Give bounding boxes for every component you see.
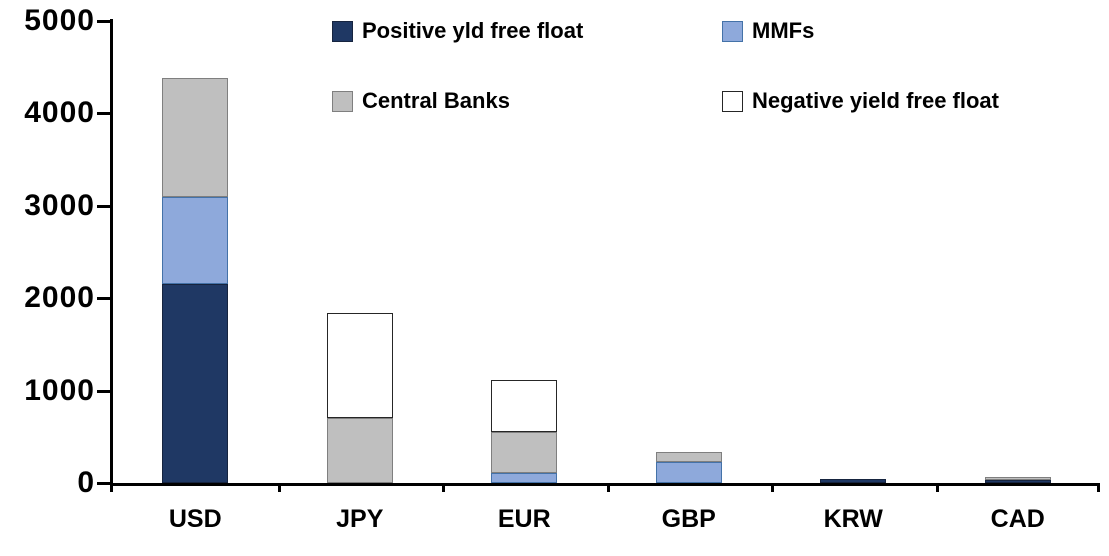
y-tick-label: 5000 bbox=[24, 4, 95, 37]
legend-swatch-positive-yld-free-float bbox=[332, 20, 353, 42]
bar-segment-usd-positive-yld-free-float bbox=[162, 284, 229, 483]
x-axis-category-label: USD bbox=[168, 505, 222, 533]
x-tick-mark bbox=[278, 483, 281, 492]
y-tick-mark bbox=[97, 112, 110, 115]
legend-label: Central Banks bbox=[362, 88, 510, 113]
x-axis-line bbox=[110, 483, 1100, 486]
legend-item-central-banks: Central Banks bbox=[332, 88, 510, 114]
y-tick-label: 4000 bbox=[24, 96, 95, 130]
legend-swatch-mmfs bbox=[722, 20, 743, 42]
y-tick-label: 0 bbox=[77, 466, 95, 499]
x-axis-category-label: EUR bbox=[497, 505, 551, 533]
bar-segment-eur-negative-yield-free-float bbox=[491, 380, 558, 433]
y-tick-mark bbox=[97, 20, 110, 23]
bar-segment-usd-mmfs bbox=[162, 196, 229, 285]
x-axis-category-label: JPY bbox=[336, 505, 384, 533]
x-tick-mark bbox=[110, 483, 113, 492]
bar-segment-eur-central-banks bbox=[491, 432, 558, 473]
legend-item-mmfs: MMFs bbox=[722, 18, 814, 44]
x-tick-mark bbox=[936, 483, 939, 492]
y-tick-label: 3000 bbox=[24, 188, 95, 222]
bar-segment-gbp-central-banks bbox=[655, 451, 722, 462]
bar-segment-gbp-mmfs bbox=[655, 461, 722, 483]
x-axis-category-label: CAD bbox=[990, 505, 1045, 533]
bar-eur bbox=[491, 21, 558, 483]
x-tick-mark bbox=[771, 483, 774, 492]
legend-label: Negative yield free float bbox=[752, 88, 999, 113]
y-tick-mark bbox=[97, 390, 110, 393]
x-tick-mark bbox=[1097, 483, 1100, 492]
bar-segment-jpy-central-banks bbox=[326, 418, 393, 483]
legend-item-positive-yld-free-float: Positive yld free float bbox=[332, 18, 583, 44]
y-tick-mark bbox=[97, 205, 110, 208]
y-tick-label: 1000 bbox=[24, 373, 95, 407]
bar-gbp bbox=[655, 21, 722, 483]
x-tick-mark bbox=[607, 483, 610, 492]
legend-item-negative-yield-free-float: Negative yield free float bbox=[722, 88, 999, 114]
y-tick-mark bbox=[97, 297, 110, 300]
bar-segment-cad-central-banks bbox=[984, 477, 1051, 481]
bar-jpy bbox=[326, 21, 393, 483]
bar-segment-usd-central-banks bbox=[162, 78, 229, 197]
legend-label: MMFs bbox=[752, 18, 815, 43]
y-tick-mark bbox=[97, 482, 110, 485]
bar-cad bbox=[984, 21, 1051, 483]
legend-swatch-negative-yield-free-float bbox=[722, 90, 743, 112]
bar-segment-cad-positive-yld-free-float bbox=[984, 480, 1051, 483]
x-axis-category-label: KRW bbox=[823, 505, 883, 533]
bar-usd bbox=[162, 21, 229, 483]
y-tick-label: 2000 bbox=[24, 281, 95, 315]
x-tick-mark bbox=[442, 483, 445, 492]
bar-segment-jpy-negative-yield-free-float bbox=[326, 313, 393, 419]
y-axis-line bbox=[110, 19, 113, 486]
bar-segment-eur-mmfs bbox=[491, 472, 558, 483]
bar-krw bbox=[820, 21, 887, 483]
legend-label: Positive yld free float bbox=[362, 18, 584, 43]
x-axis-category-label: GBP bbox=[661, 505, 716, 533]
bar-segment-krw-positive-yld-free-float bbox=[820, 478, 887, 483]
legend-swatch-central-banks bbox=[332, 90, 353, 112]
